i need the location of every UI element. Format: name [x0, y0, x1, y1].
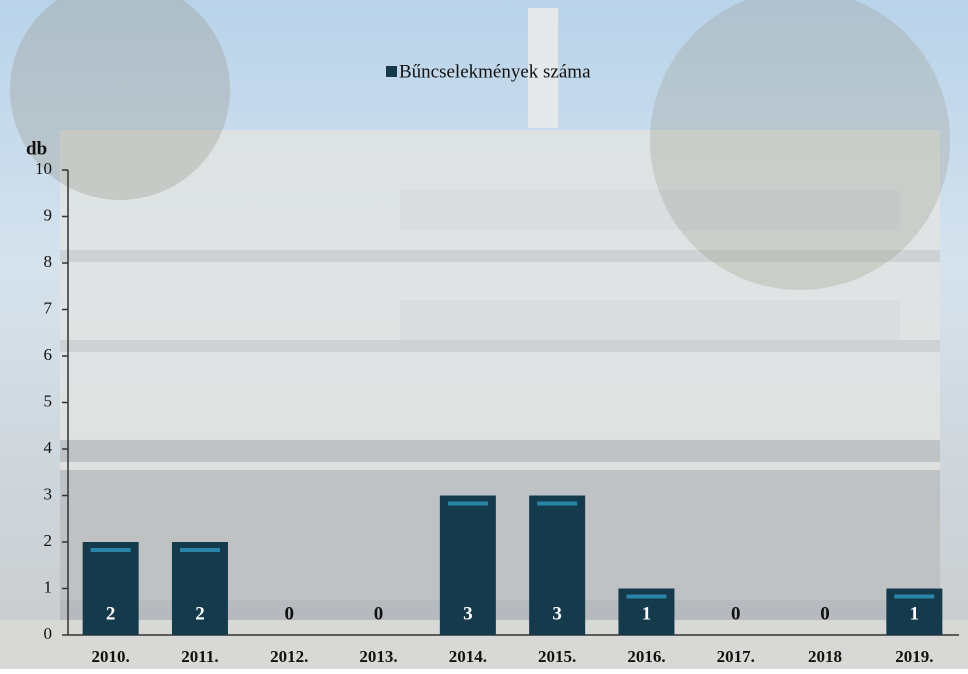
x-tick-label: 2015. [538, 647, 576, 666]
y-tick-label: 8 [44, 252, 53, 271]
y-tick-label: 9 [44, 205, 53, 224]
x-tick-label: 2011. [181, 647, 218, 666]
y-tick-label: 7 [44, 298, 53, 317]
data-label: 3 [552, 603, 562, 624]
y-tick-label: 10 [35, 159, 52, 178]
y-tick-label: 3 [44, 484, 53, 503]
data-label: 0 [285, 603, 295, 624]
bar-highlight [626, 595, 666, 599]
y-tick-label: 4 [44, 438, 53, 457]
data-label: 1 [642, 603, 652, 624]
bar-highlight [91, 548, 131, 552]
x-tick-label: 2018 [808, 647, 842, 666]
data-label: 0 [374, 603, 384, 624]
x-tick-label: 2012. [270, 647, 308, 666]
chart: Bűncselekmények száma db 012345678910201… [0, 0, 968, 669]
data-label: 0 [731, 603, 741, 624]
legend-label: Bűncselekmények száma [399, 61, 591, 82]
bar-highlight [180, 548, 220, 552]
x-tick-label: 2014. [449, 647, 487, 666]
page: Bűncselekmények száma db 012345678910201… [0, 0, 968, 669]
x-tick-label: 2010. [92, 647, 130, 666]
y-tick-label: 0 [44, 624, 53, 643]
data-label: 0 [820, 603, 830, 624]
x-tick-label: 2013. [359, 647, 397, 666]
y-tick-label: 1 [44, 577, 53, 596]
data-label: 2 [106, 603, 116, 624]
x-tick-label: 2019. [895, 647, 933, 666]
y-tick-label: 5 [44, 391, 53, 410]
data-label: 2 [195, 603, 205, 624]
bar-highlight [894, 595, 934, 599]
legend-swatch [386, 66, 397, 77]
bar-highlight [448, 502, 488, 506]
y-axis-label: db [26, 138, 47, 159]
y-tick-label: 2 [44, 531, 53, 550]
x-tick-label: 2016. [627, 647, 665, 666]
x-tick-label: 2017. [717, 647, 755, 666]
y-tick-label: 6 [44, 345, 53, 364]
data-label: 3 [463, 603, 473, 624]
bar-highlight [537, 502, 577, 506]
data-label: 1 [910, 603, 920, 624]
